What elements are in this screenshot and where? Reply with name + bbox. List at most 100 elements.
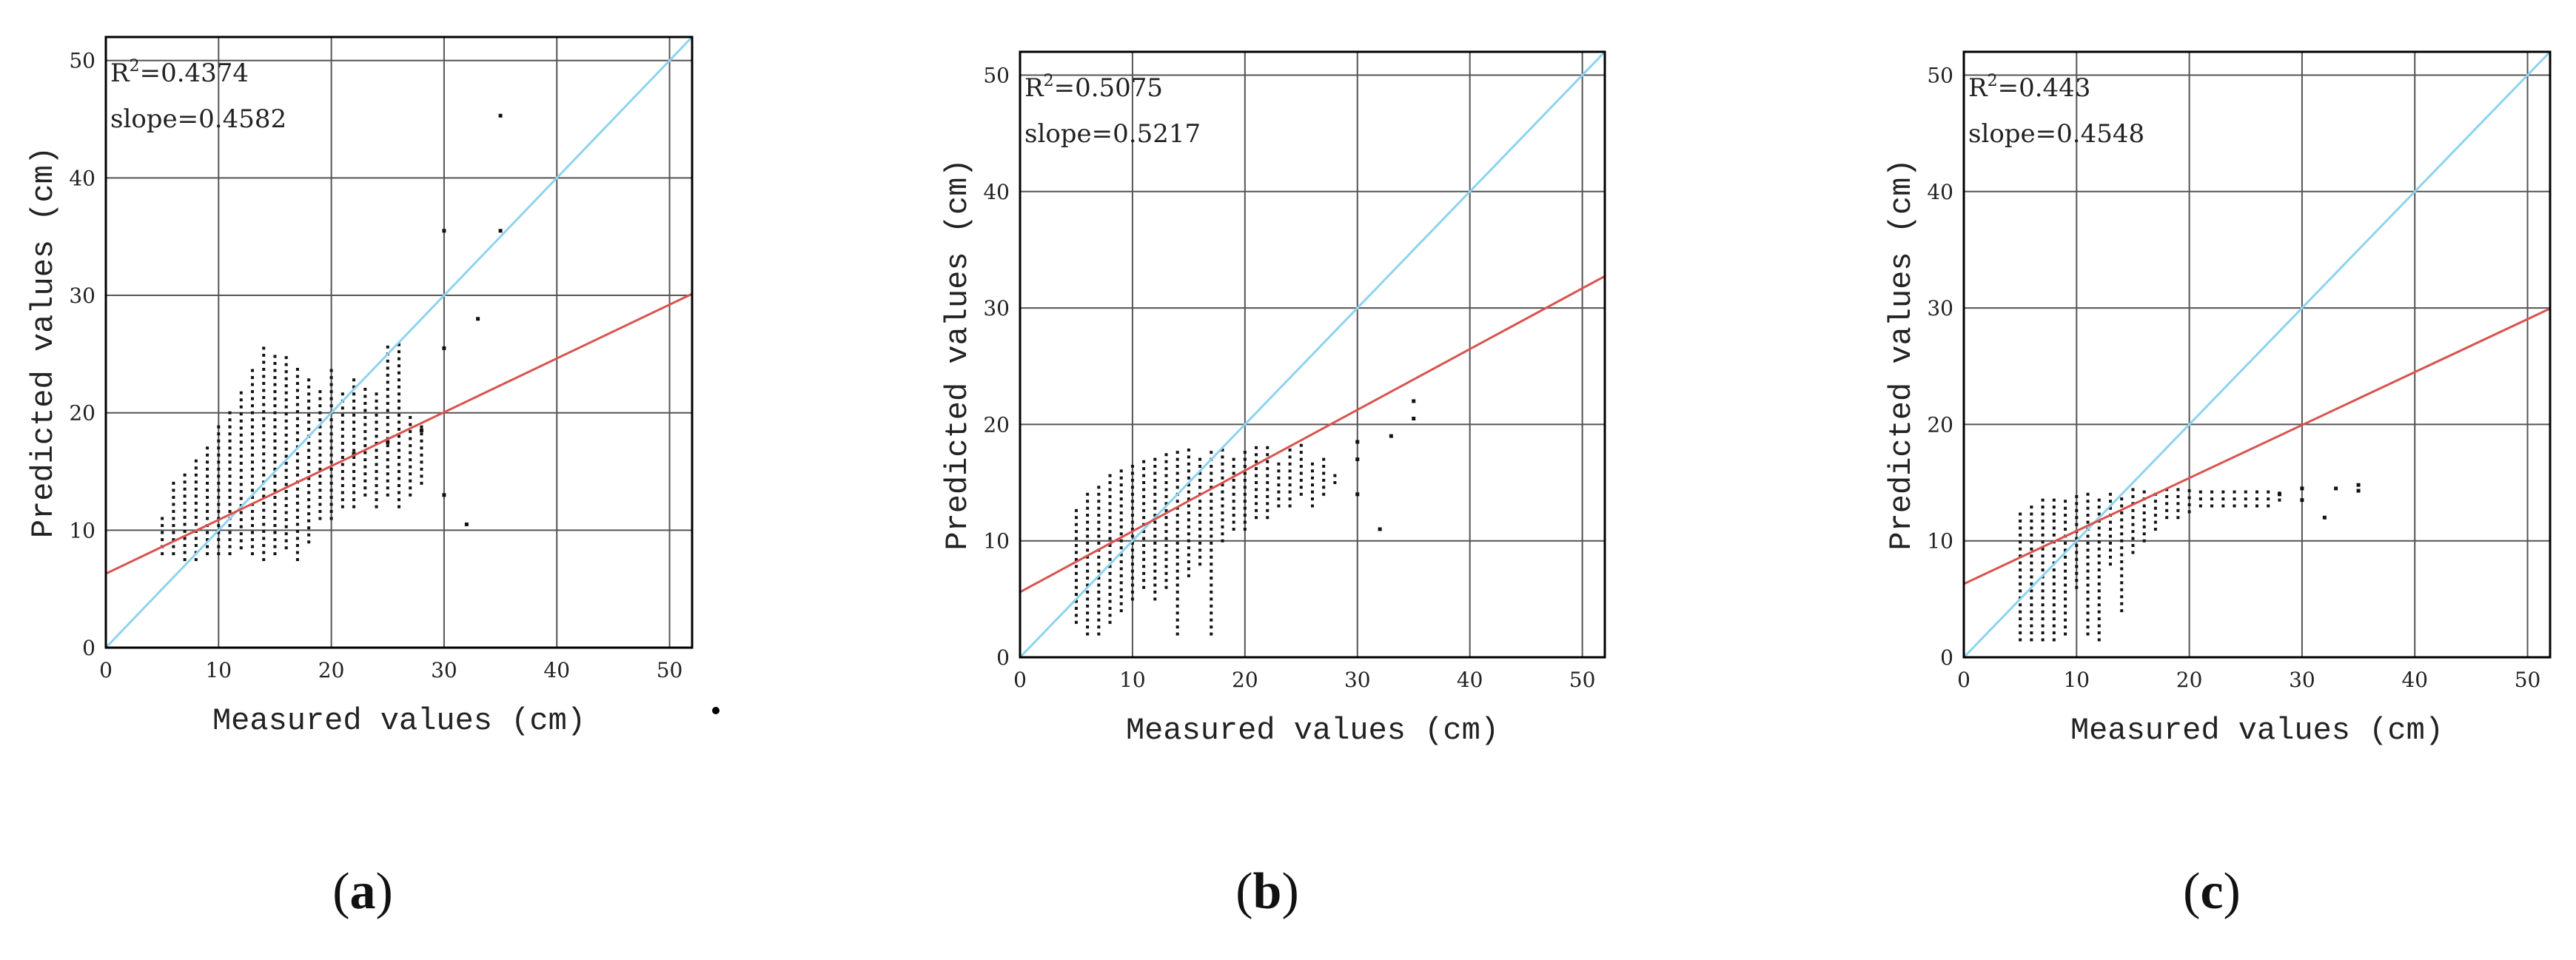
data-point xyxy=(386,366,389,370)
data-point xyxy=(1108,474,1112,477)
data-point xyxy=(363,451,367,454)
data-point xyxy=(420,460,423,464)
data-point xyxy=(2120,609,2124,613)
data-point xyxy=(1187,490,1190,494)
data-point xyxy=(284,356,288,360)
data-point xyxy=(172,517,175,520)
data-point xyxy=(2030,638,2033,642)
data-point xyxy=(2052,638,2056,642)
data-point xyxy=(1086,590,1090,594)
data-point xyxy=(2097,638,2101,642)
data-point xyxy=(375,399,378,403)
data-point xyxy=(251,383,254,386)
data-point xyxy=(161,524,164,527)
data-point xyxy=(1097,506,1101,510)
data-point xyxy=(1322,478,1326,482)
data-point xyxy=(1232,465,1235,469)
y-tick-label: 40 xyxy=(1927,180,1953,204)
data-point xyxy=(1108,579,1112,583)
data-point xyxy=(1086,569,1090,573)
data-point xyxy=(1210,611,1213,615)
data-point xyxy=(307,427,311,431)
data-point xyxy=(2064,611,2067,615)
data-point xyxy=(2267,497,2270,501)
data-point xyxy=(329,432,333,436)
data-point xyxy=(1097,541,1101,545)
data-point xyxy=(1108,593,1112,597)
data-point xyxy=(352,491,356,494)
data-point xyxy=(2356,489,2361,493)
data-point xyxy=(1243,471,1247,475)
data-point xyxy=(2086,506,2090,510)
data-point xyxy=(228,453,232,457)
data-point xyxy=(262,424,266,428)
data-point xyxy=(217,432,221,436)
data-point xyxy=(1266,474,1269,477)
data-point xyxy=(1221,448,1224,452)
data-point xyxy=(251,538,254,542)
data-point xyxy=(2075,551,2079,554)
data-point xyxy=(2052,533,2056,537)
scatter-chart-a: 0 10 20 30 40 50 0 10 20 30 40 50 Measured values (c… xyxy=(26,36,694,739)
data-point xyxy=(1164,537,1168,540)
data-point xyxy=(1130,563,1134,566)
data-point xyxy=(307,392,311,396)
data-point xyxy=(352,392,356,396)
data-point xyxy=(1187,539,1190,543)
data-point xyxy=(2176,508,2180,512)
y-tick-label: 20 xyxy=(983,412,1010,437)
data-point xyxy=(318,418,322,422)
data-point xyxy=(183,501,187,505)
data-point xyxy=(1130,486,1134,489)
data-point xyxy=(409,451,412,454)
data-point xyxy=(2075,571,2079,575)
data-point xyxy=(1175,597,1179,601)
y-axis-title: Predicted values (cm) xyxy=(1884,158,1919,550)
data-point xyxy=(2142,490,2146,494)
data-point xyxy=(1255,446,1258,449)
data-point xyxy=(464,522,469,526)
data-point xyxy=(1311,490,1314,494)
data-point xyxy=(206,489,209,492)
data-point xyxy=(2097,624,2101,628)
data-point xyxy=(228,439,232,443)
data-point xyxy=(1086,527,1090,531)
data-point xyxy=(1187,518,1190,522)
data-point xyxy=(239,454,243,458)
data-point xyxy=(341,491,344,494)
data-point xyxy=(295,543,299,547)
data-point xyxy=(239,511,243,514)
data-point xyxy=(251,397,254,400)
data-point xyxy=(239,532,243,536)
data-point xyxy=(1311,476,1314,480)
y-tick-label: 30 xyxy=(69,283,95,308)
data-point xyxy=(1210,597,1213,601)
data-point xyxy=(1074,516,1078,520)
data-point xyxy=(228,460,232,464)
data-point xyxy=(251,517,254,520)
data-point xyxy=(1097,527,1101,531)
data-point xyxy=(2019,589,2022,593)
data-point xyxy=(295,551,299,554)
data-point xyxy=(1130,520,1134,524)
data-point xyxy=(2019,575,2022,579)
data-point xyxy=(318,495,322,499)
data-point xyxy=(1210,486,1213,489)
data-point xyxy=(409,472,412,476)
y-tick-label: 40 xyxy=(69,166,95,190)
data-point xyxy=(1142,460,1146,463)
data-point xyxy=(251,489,254,492)
data-point xyxy=(1142,508,1146,512)
data-point xyxy=(2030,624,2033,628)
data-point xyxy=(386,409,389,412)
data-point xyxy=(1221,525,1224,528)
data-point xyxy=(375,491,378,494)
data-point xyxy=(2041,506,2045,509)
data-point xyxy=(194,494,198,498)
data-point xyxy=(239,461,243,465)
data-point xyxy=(2131,523,2135,526)
data-point xyxy=(2086,548,2090,552)
data-point xyxy=(1130,492,1134,496)
data-point xyxy=(398,477,400,480)
data-point xyxy=(1108,614,1112,617)
